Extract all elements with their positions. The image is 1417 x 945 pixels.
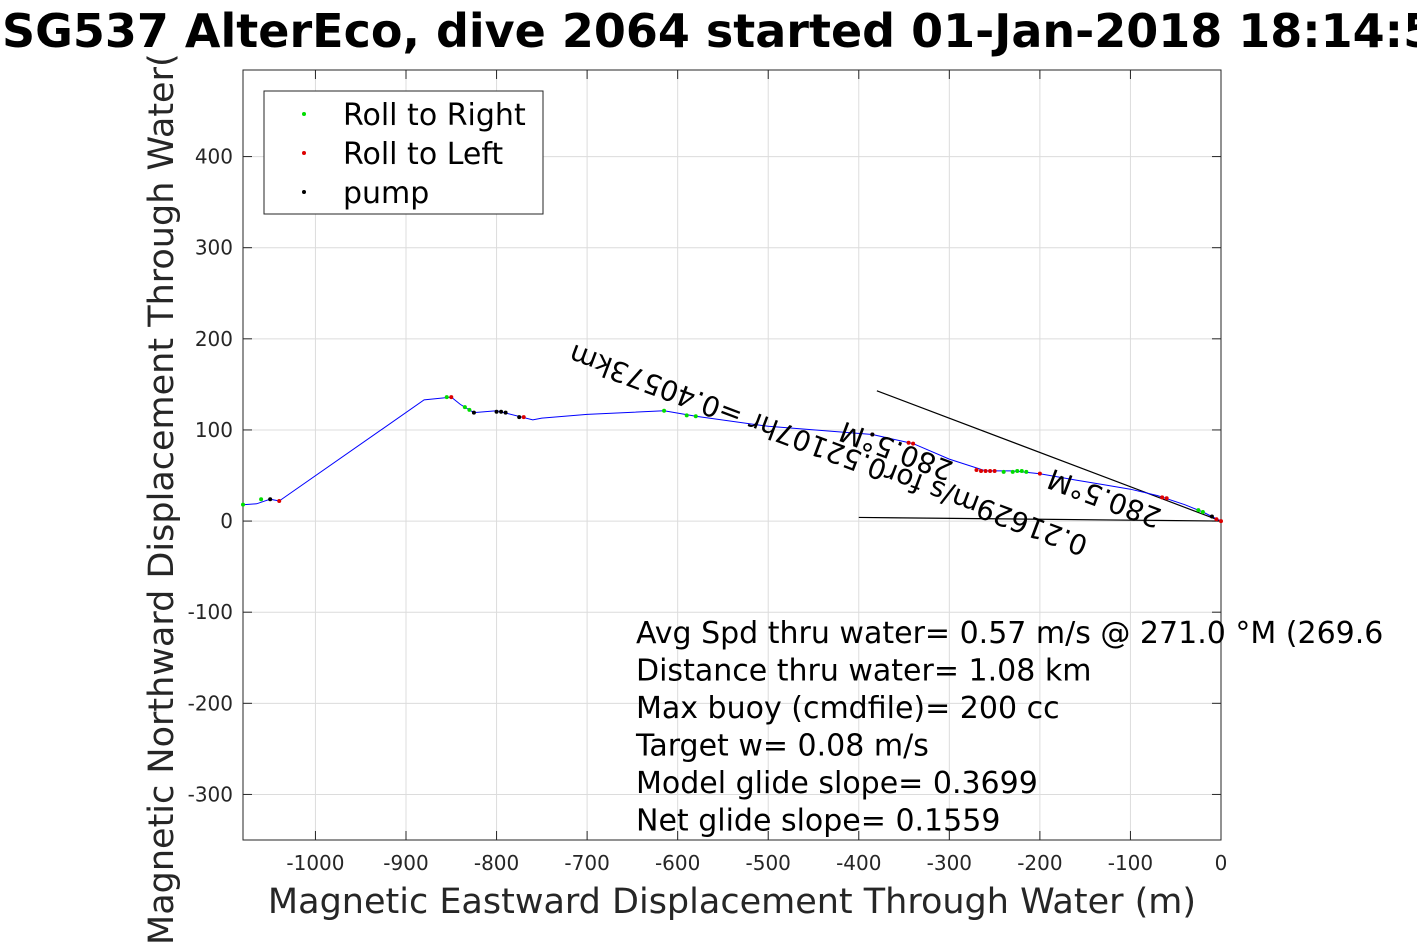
- plot-frame: [242, 69, 1222, 841]
- legend-label: Roll to Left: [343, 137, 503, 172]
- roll-to-right-point: [693, 414, 698, 419]
- y-axis-ticks: -300 -200 -100 0 100 200 300 400: [188, 145, 1221, 806]
- legend-marker: [302, 190, 306, 194]
- y-tick-label: -300: [188, 782, 233, 806]
- pump-point: [471, 410, 476, 415]
- info-line: Distance thru water= 1.08 km: [636, 654, 1091, 689]
- roll-to-right-point: [1024, 469, 1029, 474]
- y-tick-label: 400: [195, 145, 233, 169]
- roll-to-left-point: [449, 395, 454, 400]
- roll-to-left-point: [983, 468, 988, 473]
- info-line: Max buoy (cmdfile)= 200 cc: [636, 691, 1060, 726]
- pump-point: [268, 497, 273, 502]
- plot-area: [241, 390, 1223, 524]
- roll-to-right-point: [462, 405, 467, 410]
- roll-to-right-point: [1196, 508, 1201, 513]
- roll-to-left-point: [988, 468, 993, 473]
- x-tick-label: -100: [1108, 851, 1153, 875]
- y-tick-label: 200: [195, 327, 233, 351]
- info-line: Target w= 0.08 m/s: [635, 729, 929, 764]
- x-axis-ticks: -1000 -900 -800 -700 -600 -500 -400 -300 -200 -10…: [286, 70, 1227, 875]
- info-text-block: Avg Spd thru water= 0.57 m/s @ 271.0 °M …: [635, 616, 1383, 839]
- roll-to-left-point: [1037, 471, 1042, 476]
- roll-to-right-point: [241, 502, 245, 507]
- roll-to-left-point: [906, 440, 911, 445]
- y-tick-label: 300: [195, 236, 233, 260]
- x-tick-label: -1000: [286, 851, 344, 875]
- roll-to-right-point: [1010, 469, 1015, 474]
- y-axis-label: Magnetic Northward Displacement Through …: [142, 53, 182, 945]
- x-tick-label: -700: [564, 851, 609, 875]
- x-tick-label: -800: [474, 851, 519, 875]
- y-tick-label: 100: [195, 418, 233, 442]
- legend-items: Roll to Right Roll to Left pump: [302, 98, 526, 211]
- roll-to-left-point: [521, 415, 526, 420]
- legend-label: pump: [343, 176, 429, 211]
- roll-to-right-point: [1001, 469, 1006, 474]
- pump-point: [870, 432, 875, 437]
- legend-marker: [302, 112, 306, 116]
- x-tick-label: -900: [383, 851, 428, 875]
- reference-line: [858, 516, 1222, 522]
- legend-marker: [302, 151, 306, 155]
- roll-to-left-point: [992, 468, 997, 473]
- x-tick-label: -600: [655, 851, 700, 875]
- roll-to-left-point: [277, 499, 282, 504]
- y-tick-label: -200: [188, 691, 233, 715]
- roll-to-left-point: [1160, 495, 1165, 500]
- pump-point: [1209, 514, 1214, 519]
- x-tick-label: -400: [836, 851, 881, 875]
- pump-point: [517, 415, 522, 420]
- roll-to-left-point: [1219, 519, 1223, 524]
- y-tick-label: -100: [188, 600, 233, 624]
- pump-point: [503, 410, 508, 415]
- roll-to-left-point: [974, 468, 979, 473]
- roll-to-right-point: [1015, 468, 1020, 473]
- y-tick-label: 0: [220, 509, 233, 533]
- roll-to-right-point: [467, 407, 472, 412]
- legend-label: Roll to Right: [343, 98, 526, 133]
- roll-to-right-point: [662, 408, 667, 413]
- pump-point: [499, 409, 504, 414]
- pump-point: [494, 409, 499, 414]
- roll-to-right-point: [1019, 468, 1024, 473]
- x-tick-label: 0: [1215, 851, 1228, 875]
- roll-to-left-point: [979, 468, 984, 473]
- x-axis-label: Magnetic Eastward Displacement Through W…: [268, 882, 1196, 922]
- reference-line: [876, 390, 1222, 522]
- roll-to-right-point: [1200, 509, 1205, 514]
- x-tick-label: -500: [746, 851, 791, 875]
- info-line: Model glide slope= 0.3699: [636, 766, 1038, 801]
- legend: Roll to Right Roll to Left pump: [263, 90, 544, 215]
- roll-to-right-point: [444, 395, 449, 400]
- x-tick-label: -300: [927, 851, 972, 875]
- roll-to-left-point: [911, 441, 916, 446]
- roll-to-left-point: [1164, 496, 1169, 501]
- roll-to-right-point: [684, 413, 689, 418]
- legend-box: [263, 90, 544, 215]
- roll-to-left-point: [1214, 517, 1219, 522]
- info-line: Net glide slope= 0.1559: [636, 804, 1000, 839]
- chart-title: SG537 AlterEco, dive 2064 started 01-Jan…: [2, 4, 1417, 58]
- x-tick-label: -200: [1017, 851, 1062, 875]
- info-line: Avg Spd thru water= 0.57 m/s @ 271.0 °M …: [636, 616, 1383, 651]
- roll-to-right-point: [259, 497, 264, 502]
